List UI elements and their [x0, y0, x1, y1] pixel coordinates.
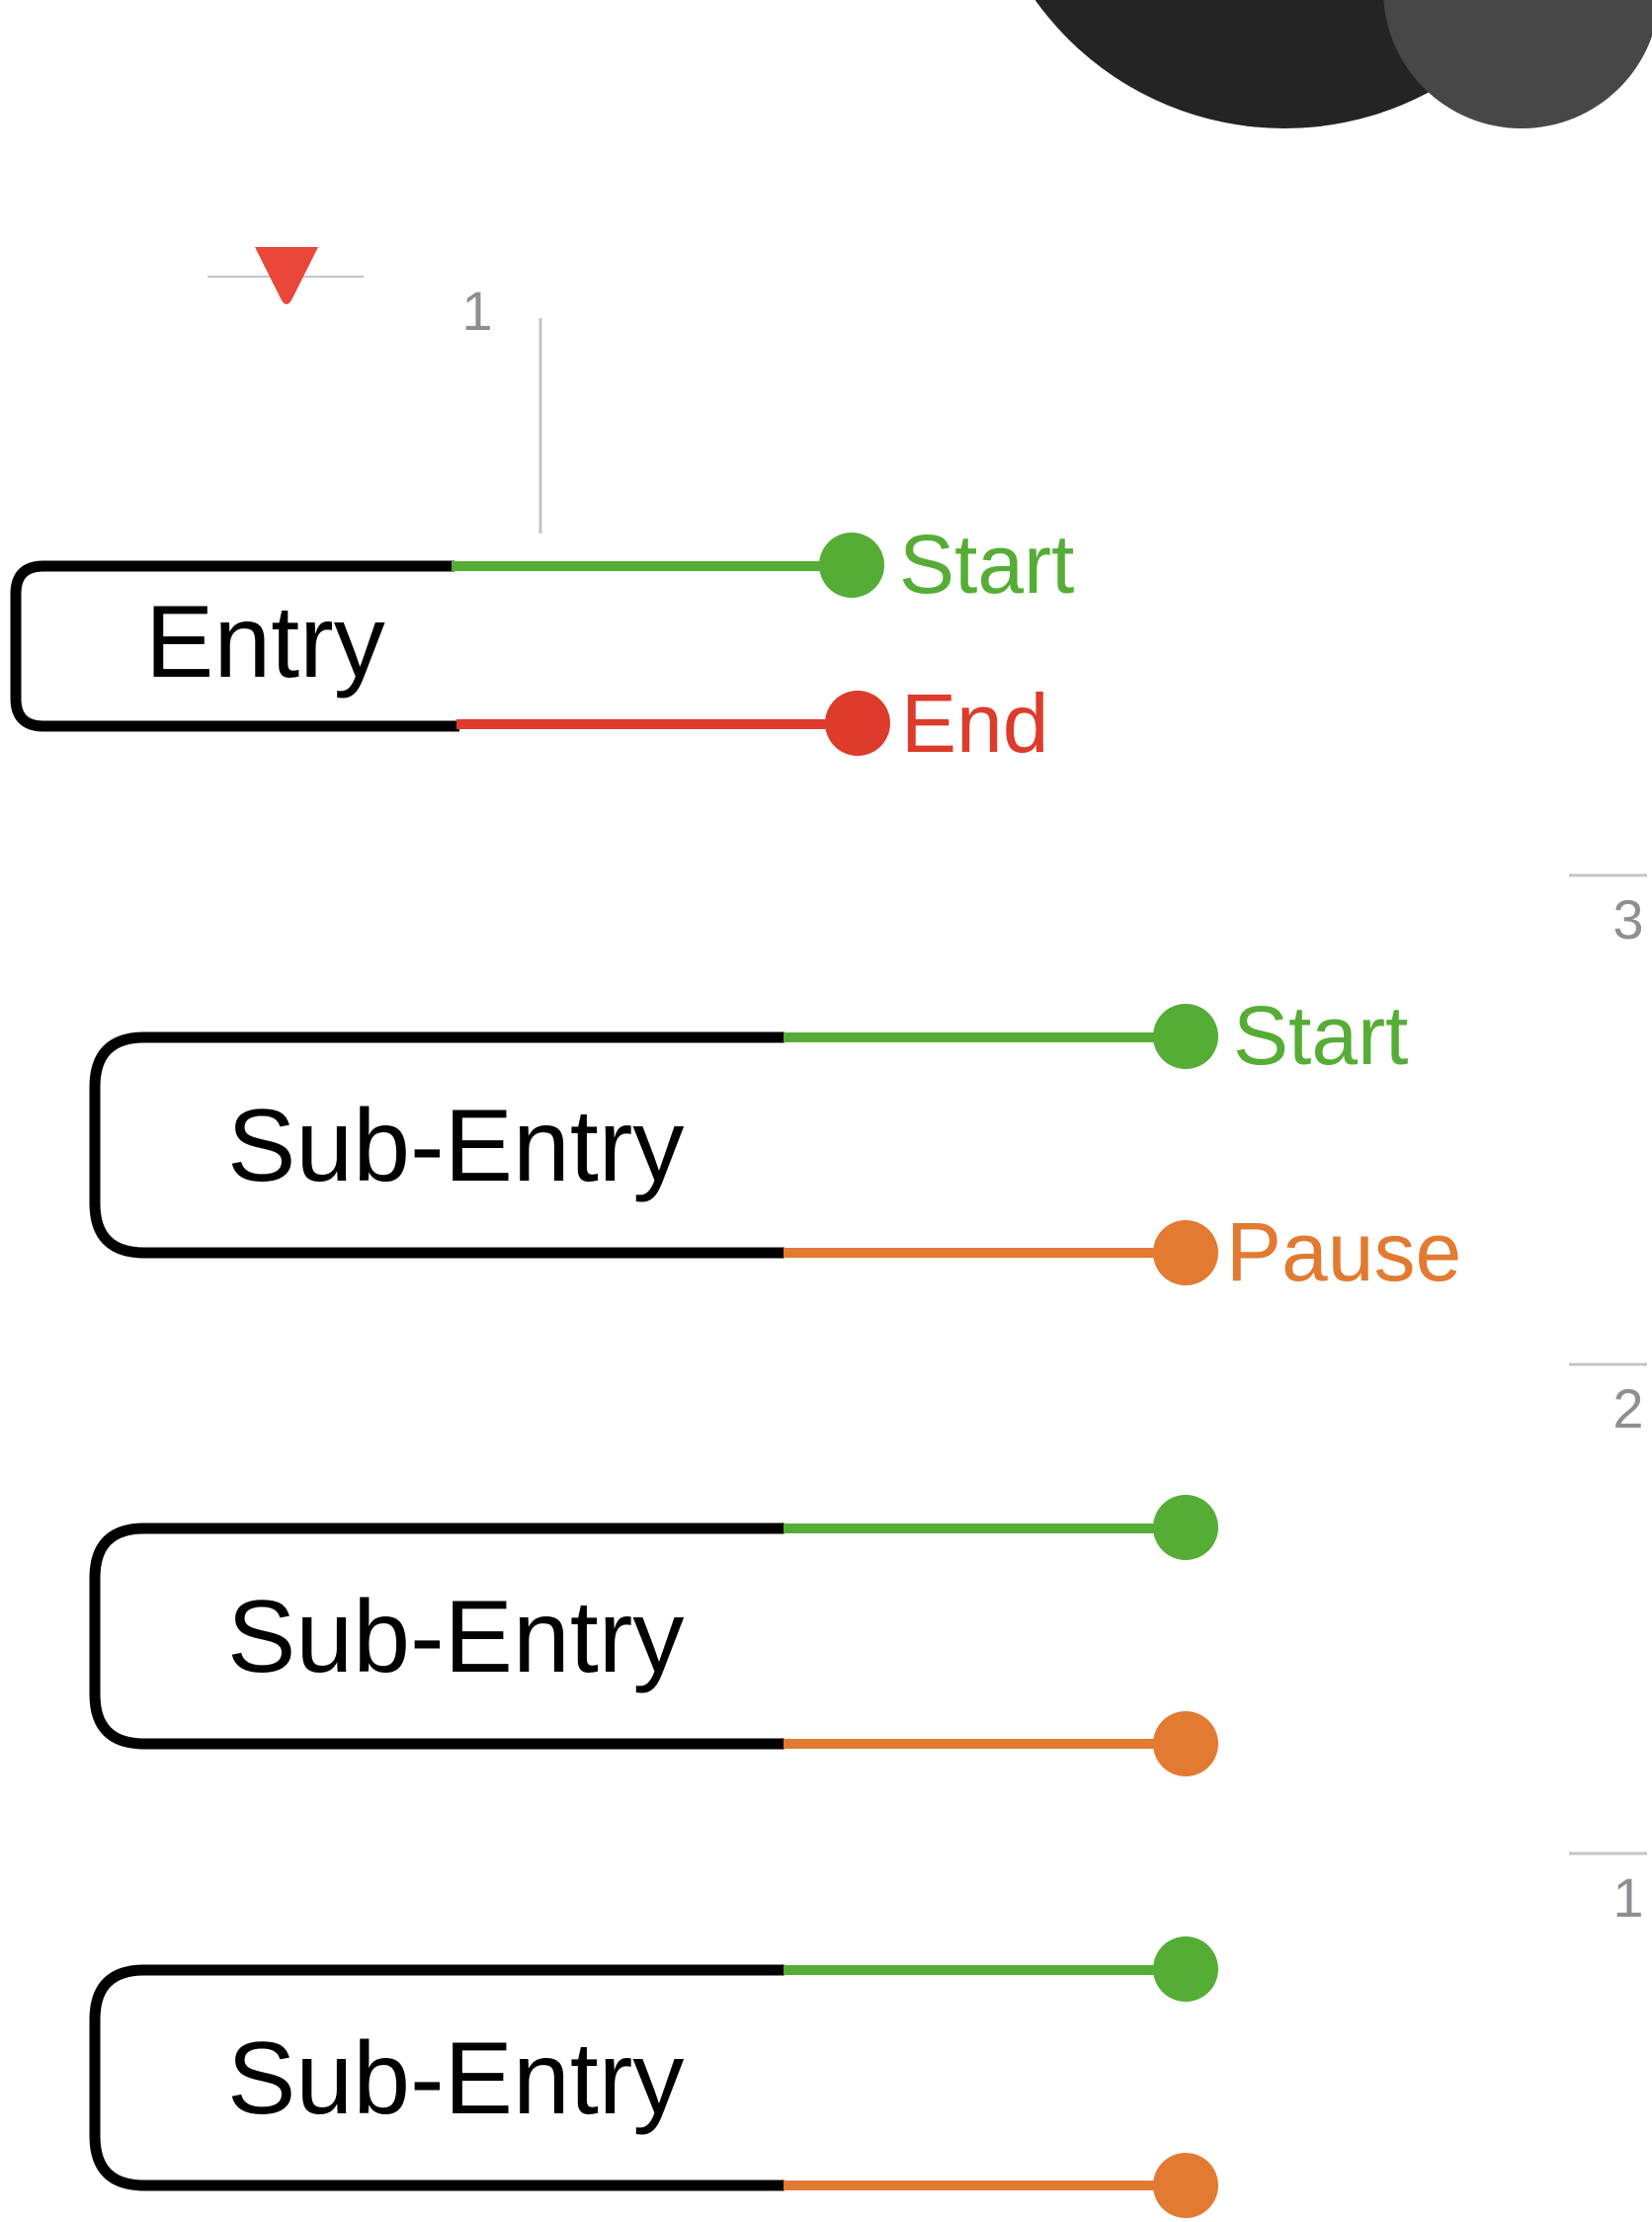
avatar-icon[interactable]	[978, 0, 1652, 128]
sub-entry-index-number: 1	[1612, 1866, 1643, 1929]
sub-entry-list: 3 Sub-Entry Start Pause 2 Sub-Entry 1 Sub-Entry	[89, 873, 1647, 2218]
entry-block[interactable]: Entry Start End	[10, 518, 1074, 770]
sub-entry-label: Sub-Entry	[227, 2021, 684, 2136]
avatar-small	[1383, 0, 1652, 128]
sub-entry-label: Sub-Entry	[227, 1089, 684, 1203]
entry-start-handle[interactable]	[819, 533, 884, 598]
sub-entry-pause-handle[interactable]	[1153, 2153, 1218, 2218]
sub-entry-bracket	[89, 1031, 785, 1259]
triangle-down-icon[interactable]	[255, 247, 318, 304]
sub-entry-bracket	[89, 1522, 785, 1750]
entry-label: Entry	[145, 585, 385, 700]
sub-entry-block[interactable]: 2 Sub-Entry	[89, 1362, 1647, 1776]
sub-entry-start-handle[interactable]	[1153, 1936, 1218, 2002]
entry-bracket	[10, 560, 459, 732]
entry-end-handle[interactable]	[825, 691, 890, 756]
sub-entry-label: Sub-Entry	[227, 1580, 684, 1694]
entry-start-label: Start	[899, 518, 1074, 611]
sub-entry-start-handle[interactable]	[1153, 1004, 1218, 1069]
column-header: 1	[207, 247, 542, 534]
sub-entry-index-number: 2	[1612, 1377, 1643, 1440]
column-number: 1	[461, 280, 492, 342]
sub-entry-pause-handle[interactable]	[1153, 1220, 1218, 1285]
sub-entry-pause-label: Pause	[1226, 1205, 1461, 1298]
sub-entry-pause-handle[interactable]	[1153, 1711, 1218, 1776]
sub-entry-bracket	[89, 1964, 785, 2191]
entry-end-label: End	[901, 677, 1048, 770]
sub-entry-index-number: 3	[1612, 888, 1643, 950]
sub-entry-block[interactable]: 1 Sub-Entry	[89, 1852, 1647, 2218]
sub-entry-start-handle[interactable]	[1153, 1495, 1218, 1560]
sub-entry-start-label: Start	[1233, 989, 1408, 1082]
sub-entry-block[interactable]: 3 Sub-Entry Start Pause	[89, 873, 1647, 1298]
